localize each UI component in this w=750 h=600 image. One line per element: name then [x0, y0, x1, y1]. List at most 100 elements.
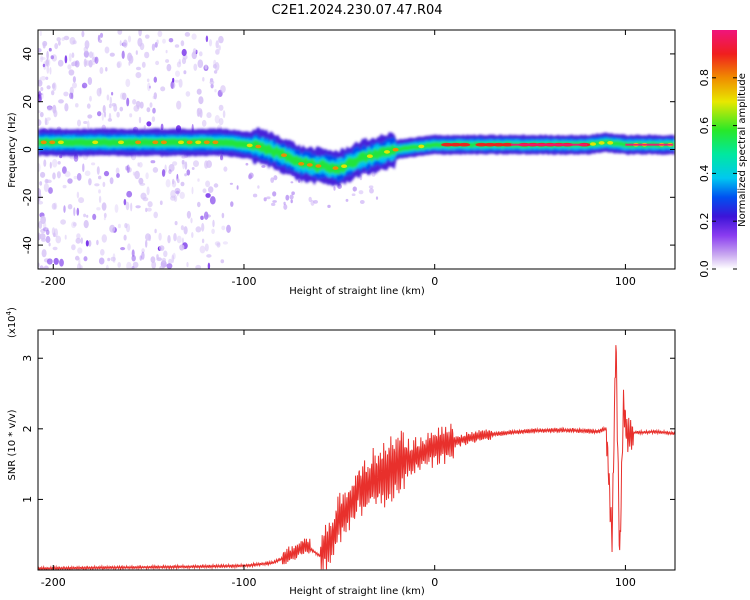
y-tick-label: 2 [21, 425, 34, 432]
spectrogram-peak [384, 150, 390, 154]
spectrogram-noise-blob [146, 78, 150, 83]
spectrogram-peak [501, 142, 514, 147]
spectrogram-noise-blob [52, 172, 56, 180]
spectrogram-noise-blob [310, 199, 315, 206]
spectrogram-noise-blob [218, 104, 224, 111]
spectrogram-noise-blob [123, 234, 127, 241]
spectrogram-noise-blob [191, 167, 195, 170]
spectrogram-noise-blob [197, 59, 204, 68]
spectrogram-noise-blob [44, 117, 48, 126]
spectrogram-noise-blob [80, 237, 84, 244]
spectrogram-noise-blob [53, 232, 56, 238]
spectrogram-noise-blob [83, 213, 87, 218]
spectrogram-noise-blob [285, 194, 290, 201]
colorbar: 0.0 0.2 0.4 0.6 0.8 Normalized spectral ampl… [698, 30, 748, 278]
spectrogram-noise-blob [45, 76, 49, 81]
spectrogram-noise-blob [151, 261, 157, 269]
x-tick-label: -100 [231, 576, 256, 589]
spectrogram-plot-area [38, 30, 675, 269]
spectrogram-noise-blob [141, 251, 145, 260]
spectrogram-y-label: Frequency (Hz) [7, 112, 18, 188]
spectrogram-noise-blob [121, 92, 127, 101]
svg-text:(x104): (x104) [5, 307, 18, 338]
spectrogram-noise-blob [112, 253, 116, 261]
spectrogram-noise-blob [185, 91, 191, 97]
spectrogram-noise-blob [204, 243, 209, 252]
spectrogram-noise-blob [134, 170, 140, 180]
spectrogram-noise-blob [273, 175, 278, 181]
spectrogram-noise-blob [46, 117, 51, 121]
spectrogram-noise-blob [40, 92, 44, 100]
spectrogram-peak [366, 154, 373, 158]
snr-x-label: Height of straight line (km) [289, 586, 425, 597]
spectrogram-noise-blob [89, 95, 92, 102]
spectrogram-noise-blob [108, 103, 112, 109]
spectrogram-peak [212, 140, 219, 145]
spectrogram-noise-blob [218, 118, 224, 126]
spectrogram-noise-blob [191, 33, 197, 40]
spectrogram-peak [298, 162, 305, 166]
spectrogram-noise-blob [174, 221, 178, 226]
spectrogram-noise-blob [88, 59, 93, 68]
spectrogram-noise-blob [178, 58, 181, 65]
snr-x-ticks: -200 -100 0 100 [41, 330, 636, 589]
spectrogram-noise-blob [195, 264, 202, 269]
spectrogram-noise-blob [359, 200, 365, 204]
spectrogram-noise-blob [123, 198, 127, 206]
spectrogram-noise-blob [96, 207, 101, 211]
spectrogram-noise-blob [181, 159, 185, 165]
spectrogram-noise-blob [53, 257, 59, 265]
spectrogram-noise-blob [208, 186, 214, 194]
x-tick-label: -200 [41, 576, 66, 589]
spectrogram-noise-blob [216, 242, 221, 248]
spectrogram-noise-blob [99, 67, 104, 74]
spectrogram-noise-blob [38, 163, 41, 172]
spectrogram-noise-blob [40, 171, 46, 178]
spectrogram-noise-blob [135, 205, 141, 209]
spectrogram-noise-blob [206, 112, 212, 119]
spectrogram-noise-blob [291, 191, 295, 195]
spectrogram-noise-blob [38, 110, 41, 114]
spectrogram-noise-blob [123, 39, 128, 48]
spectrogram-noise-blob [159, 245, 165, 251]
spectrogram-noise-blob [46, 65, 50, 74]
spectrogram-noise-blob [41, 238, 47, 242]
colorbar-tick-label: 0.4 [698, 165, 711, 183]
spectrogram-noise-blob [184, 173, 188, 177]
spectrogram-noise-blob [313, 200, 318, 204]
spectrogram-noise-blob [111, 103, 117, 107]
spectrogram-noise-blob [64, 171, 71, 178]
spectrogram-noise-blob [163, 250, 168, 258]
spectrogram-peak [118, 140, 124, 145]
spectrogram-noise-blob [52, 246, 58, 251]
spectrogram-noise-blob [157, 30, 163, 37]
spectrogram-noise-blob [76, 207, 80, 216]
spectrogram-noise-blob [162, 38, 166, 44]
spectrogram-noise-blob [101, 234, 108, 243]
spectrogram-noise-blob [135, 72, 142, 79]
spectrogram-noise-blob [218, 35, 224, 44]
spectrogram-noise-blob [351, 193, 356, 196]
spectrogram-noise-blob [155, 60, 160, 66]
spectrogram-noise-blob [170, 190, 176, 199]
spectrogram-noise-blob [151, 43, 155, 51]
spectrogram-noise-blob [58, 40, 61, 46]
spectrogram-noise-blob [92, 213, 97, 220]
spectrogram-noise-blob [202, 188, 207, 193]
spectrogram-noise-blob [114, 204, 119, 213]
spectrogram-noise-blob [168, 164, 175, 172]
spectrogram-noise-blob [358, 190, 364, 195]
spectrogram-noise-blob [102, 105, 106, 114]
spectrogram-noise-blob [145, 34, 150, 39]
spectrogram-noise-blob [195, 226, 202, 233]
spectrogram-noise-blob [39, 111, 44, 118]
spectrogram-noise-blob [160, 86, 166, 92]
spectrogram-noise-blob [38, 119, 42, 126]
spectrogram-noise-blob [57, 59, 64, 67]
spectrogram-noise-blob [204, 160, 209, 169]
spectrogram-noise-blob [98, 189, 101, 194]
spectrogram-y-ticks: -40 -20 0 20 40 [21, 47, 675, 254]
spectrogram-noise-blob [71, 52, 75, 58]
spectrogram-noise-blob [125, 223, 131, 233]
spectrogram-noise-blob [83, 58, 87, 68]
